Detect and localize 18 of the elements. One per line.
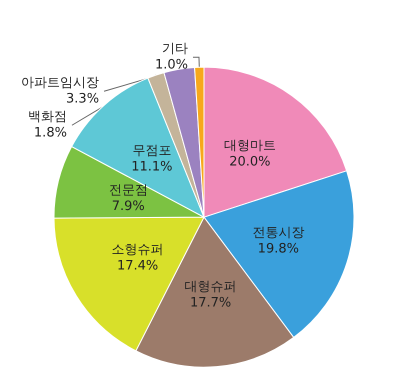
slice-label: 아파트임시장	[21, 76, 100, 91]
slice-label: 전문점	[108, 182, 148, 198]
data-label: 11.1%	[131, 160, 173, 175]
data-label: 7.9%	[112, 198, 145, 214]
slice-label: 무점포	[132, 144, 172, 159]
data-label: 17.4%	[116, 258, 158, 274]
data-label: 19.8%	[258, 241, 299, 256]
data-label: 20.0%	[229, 154, 271, 170]
slice-label: 대형마트	[224, 138, 276, 154]
data-label: 1.8%	[34, 126, 67, 141]
data-label: 17.7%	[190, 295, 232, 310]
slice-label: 기타	[162, 42, 188, 57]
slice-label: 대형슈퍼	[184, 279, 237, 294]
slice-label: 전통시장	[252, 225, 304, 240]
data-label: 1.0%	[154, 58, 188, 73]
slice-label: 소형슈퍼	[112, 242, 164, 258]
slice-label: 백화점	[28, 110, 67, 125]
data-label: 3.3%	[66, 92, 100, 107]
